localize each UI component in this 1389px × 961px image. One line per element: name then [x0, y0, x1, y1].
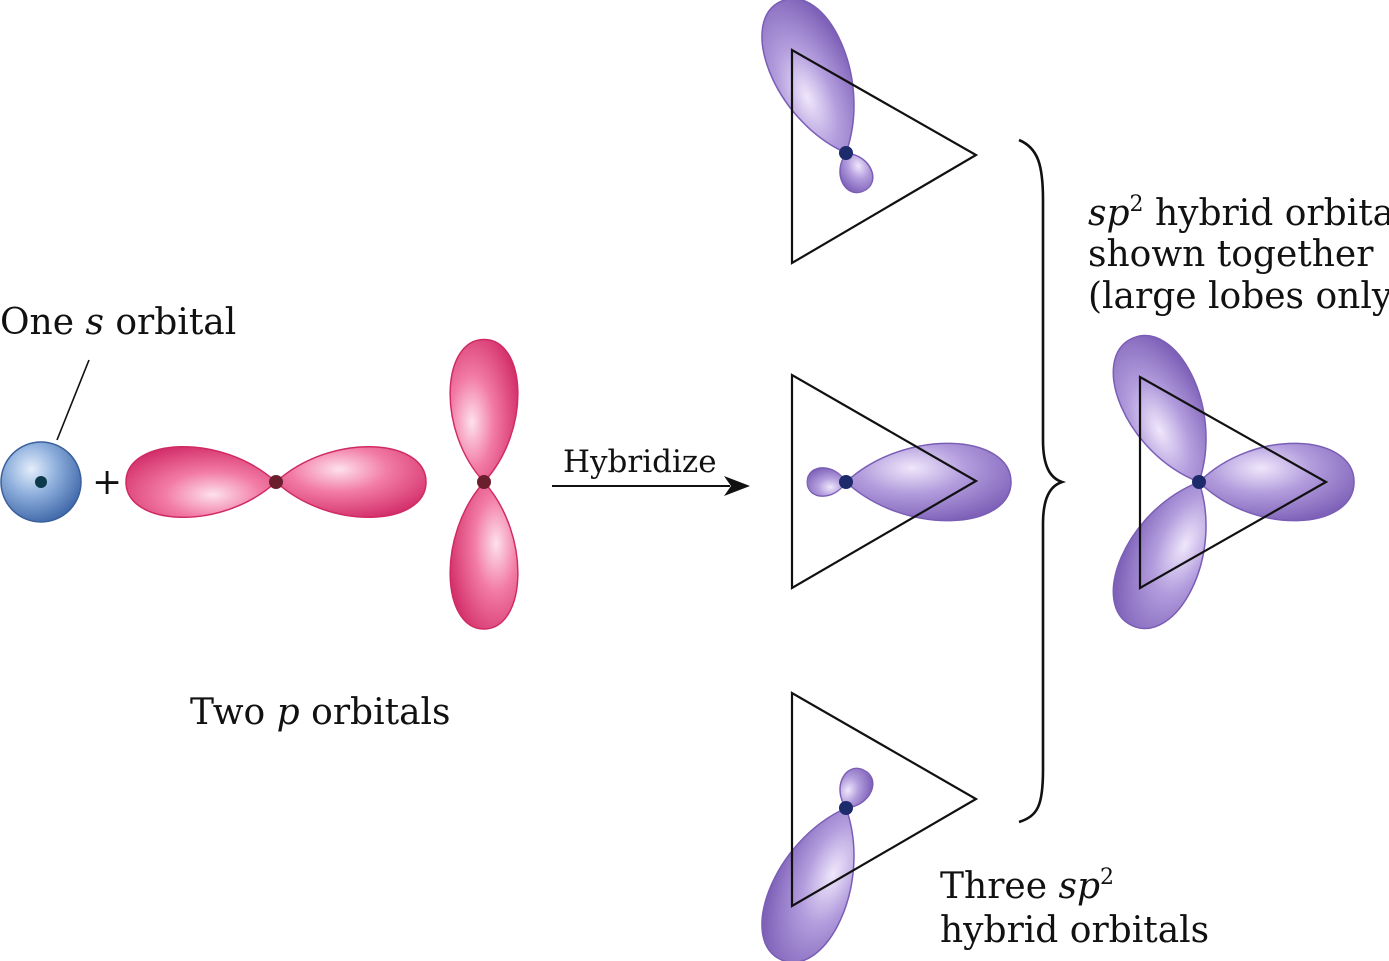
triangle-middle: [790, 373, 979, 590]
together-label-line2: shown together: [1088, 234, 1374, 275]
grouping-brace: [1018, 138, 1067, 824]
triangle-combined: [1138, 375, 1329, 590]
together-label-line1: sp2 hybrid orbitals: [1088, 192, 1389, 234]
triangle-bottom: [790, 691, 979, 908]
s-orbital: [0, 441, 82, 523]
p-orbitals-label: Two p orbitals: [190, 692, 451, 733]
hybrids-label-line1: Three sp2: [940, 865, 1114, 907]
hybrid-orbital-bottom: [745, 691, 979, 961]
together-label-line3: (large lobes only): [1088, 276, 1389, 317]
triangle-top: [790, 48, 979, 265]
p-nucleus-vertical: [477, 475, 491, 489]
p-orbital-vertical: [449, 338, 519, 630]
s-nucleus: [35, 476, 47, 488]
hybrids-label-line2: hybrid orbitals: [940, 910, 1209, 951]
hybrid-nucleus-middle: [839, 475, 853, 489]
p-nucleus-horizontal: [269, 475, 283, 489]
combined-nucleus: [1192, 475, 1206, 489]
hybridize-arrow: [552, 476, 750, 496]
combined-sp2-orbitals: [1096, 321, 1355, 643]
s-orbital-label: One s orbital: [0, 302, 236, 343]
hybrid-orbital-top: [745, 0, 979, 265]
plus-sign: +: [92, 462, 122, 503]
s-label-leader: [56, 359, 90, 441]
p-orbital-horizontal: [125, 445, 427, 519]
hybrid-orbital-middle: [790, 373, 1012, 590]
hybrid-nucleus-bottom: [839, 801, 853, 815]
hybridize-label: Hybridize: [563, 444, 717, 480]
hybrid-nucleus-top: [839, 146, 853, 160]
